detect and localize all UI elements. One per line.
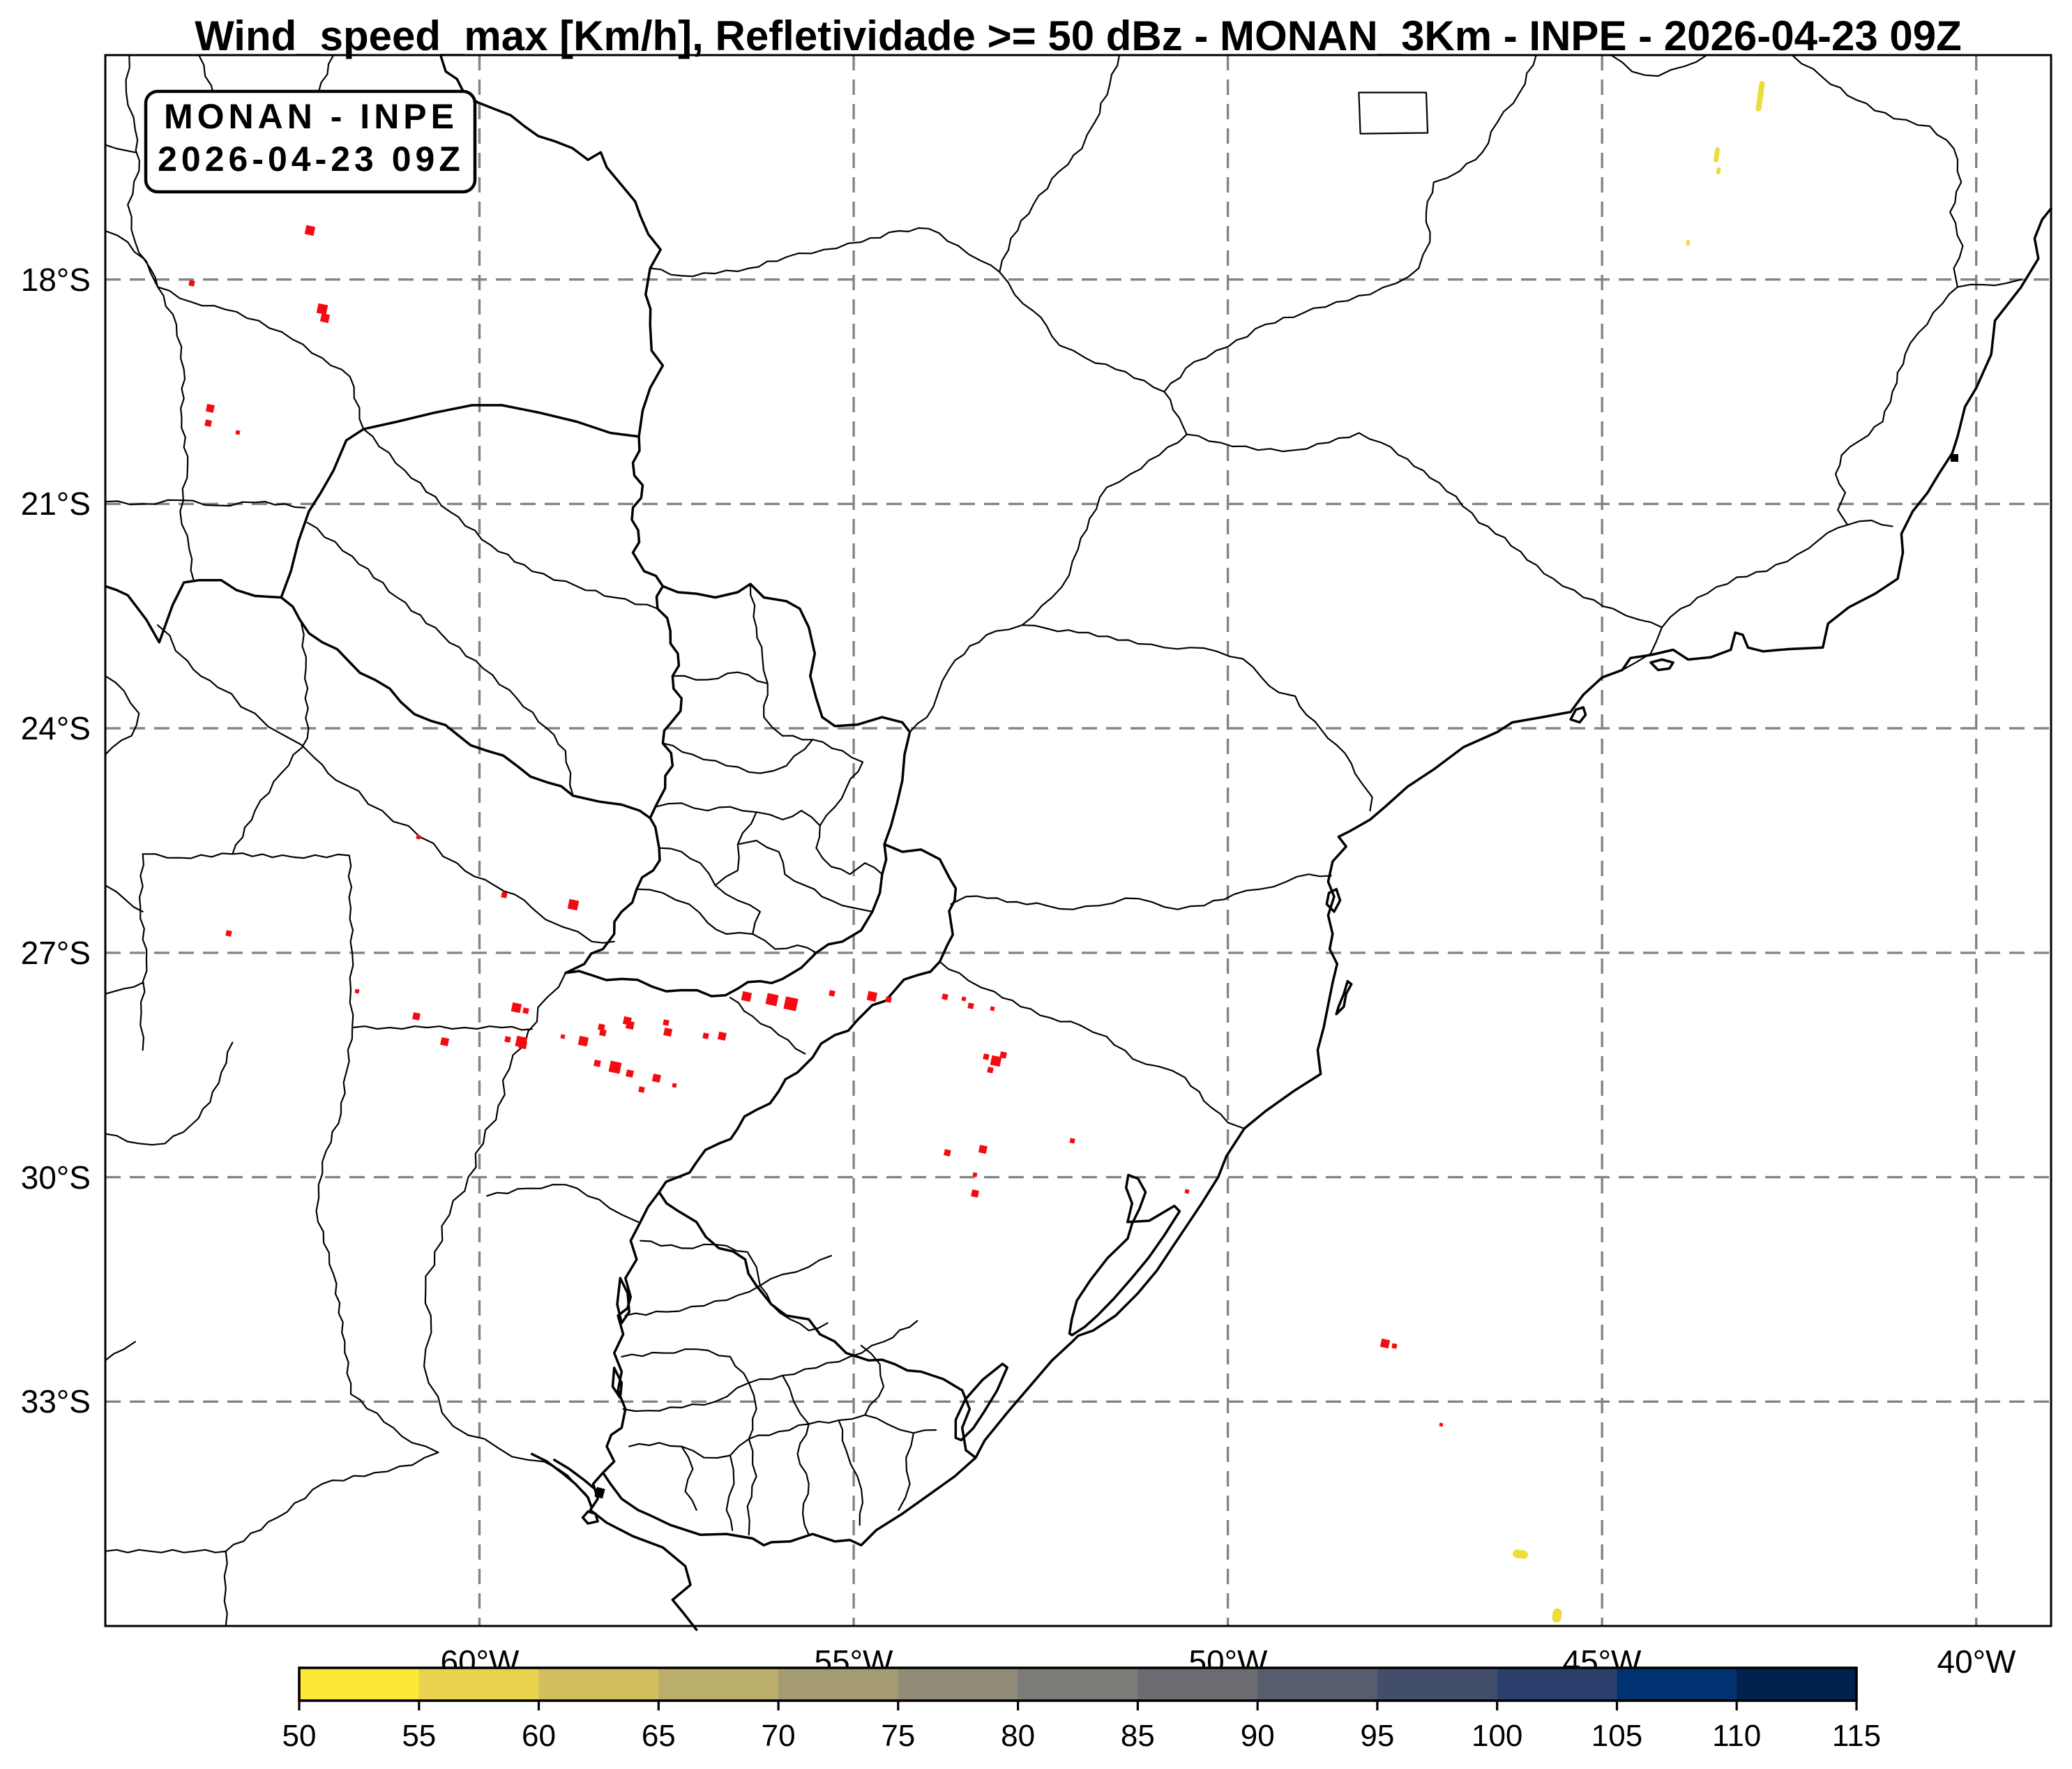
svg-text:27°S: 27°S bbox=[21, 935, 91, 971]
svg-text:75: 75 bbox=[881, 1719, 915, 1753]
svg-text:65: 65 bbox=[642, 1719, 676, 1753]
svg-text:115: 115 bbox=[1832, 1719, 1881, 1753]
svg-text:50: 50 bbox=[282, 1719, 317, 1753]
svg-text:24°S: 24°S bbox=[21, 710, 91, 746]
svg-text:80: 80 bbox=[1001, 1719, 1035, 1753]
svg-text:40°W: 40°W bbox=[1937, 1643, 2017, 1680]
svg-text:110: 110 bbox=[1712, 1719, 1761, 1753]
svg-text:33°S: 33°S bbox=[21, 1383, 91, 1420]
svg-text:Wind_speed_max [Km/h], Refleti: Wind_speed_max [Km/h], Refletividade >= … bbox=[195, 13, 1962, 59]
svg-text:MONAN - INPE: MONAN - INPE bbox=[164, 97, 458, 136]
svg-text:18°S: 18°S bbox=[21, 262, 91, 298]
svg-text:21°S: 21°S bbox=[21, 485, 91, 522]
svg-text:95: 95 bbox=[1360, 1719, 1394, 1753]
svg-text:2026-04-23 09Z: 2026-04-23 09Z bbox=[158, 140, 464, 179]
svg-text:55: 55 bbox=[402, 1719, 436, 1753]
svg-text:105: 105 bbox=[1591, 1719, 1642, 1753]
svg-text:90: 90 bbox=[1241, 1719, 1275, 1753]
svg-text:30°S: 30°S bbox=[21, 1159, 91, 1196]
svg-text:60: 60 bbox=[522, 1719, 556, 1753]
svg-text:100: 100 bbox=[1472, 1719, 1522, 1753]
svg-text:70: 70 bbox=[762, 1719, 796, 1753]
svg-text:85: 85 bbox=[1121, 1719, 1155, 1753]
